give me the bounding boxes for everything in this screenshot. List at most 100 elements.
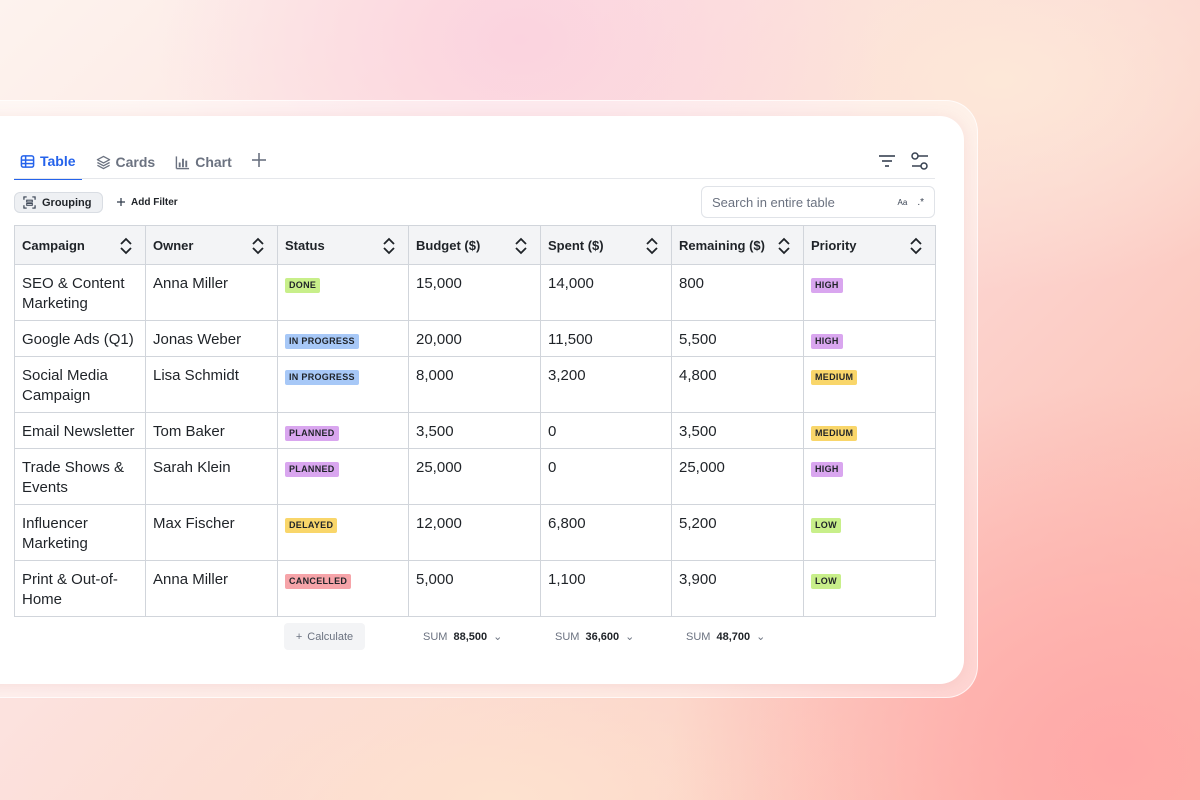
cell-priority[interactable]: MEDIUM — [803, 412, 936, 449]
cell-budget[interactable]: 15,000 — [408, 264, 541, 321]
match-case-toggle[interactable]: Aa — [897, 197, 908, 207]
cell-owner[interactable]: Anna Miller — [145, 264, 278, 321]
cell-owner[interactable]: Sarah Klein — [145, 448, 278, 505]
cell-status[interactable]: CANCELLED — [277, 560, 409, 617]
table-row[interactable]: Email Newsletter Tom Baker PLANNED 3,500 0 3,… — [14, 412, 936, 449]
tab-cards[interactable]: Cards — [90, 144, 162, 180]
bar-chart-icon — [175, 155, 190, 169]
column-header[interactable]: Remaining ($) — [671, 225, 804, 265]
cell-campaign[interactable]: SEO & Content Marketing — [14, 264, 146, 321]
cell-status[interactable]: IN PROGRESS — [277, 320, 409, 357]
cell-budget[interactable]: 5,000 — [408, 560, 541, 617]
budget-sum[interactable]: SUM 88,500 ⌄ — [423, 623, 502, 650]
cell-budget[interactable]: 20,000 — [408, 320, 541, 357]
cell-budget[interactable]: 3,500 — [408, 412, 541, 449]
column-header[interactable]: Campaign — [14, 225, 146, 265]
cell-owner[interactable]: Anna Miller — [145, 560, 278, 617]
cell-priority[interactable]: HIGH — [803, 320, 936, 357]
sum-label: SUM — [555, 630, 580, 643]
column-header-label: Owner — [153, 237, 194, 253]
sort-icon[interactable] — [909, 237, 923, 258]
search-input[interactable] — [712, 194, 898, 210]
cell-spent[interactable]: 1,100 — [540, 560, 672, 617]
table-header-row: Campaign Owner Status Budget ($) Spent ($) Re… — [14, 225, 936, 265]
table-row[interactable]: Google Ads (Q1) Jonas Weber IN PROGRESS 20,… — [14, 320, 936, 357]
cell-status[interactable]: IN PROGRESS — [277, 356, 409, 413]
budget-text: 25,000 — [416, 459, 462, 476]
filter-lines-icon[interactable] — [876, 150, 898, 172]
regex-toggle[interactable]: .* — [917, 196, 924, 208]
remaining-sum[interactable]: SUM 48,700 ⌄ — [686, 623, 765, 650]
plus-icon — [251, 153, 266, 167]
cell-spent[interactable]: 6,800 — [540, 504, 672, 561]
cell-priority[interactable]: HIGH — [803, 448, 936, 505]
column-header[interactable]: Owner — [145, 225, 278, 265]
add-view-button[interactable] — [246, 151, 272, 173]
cell-campaign[interactable]: Social Media Campaign — [14, 356, 146, 413]
cell-spent[interactable]: 11,500 — [540, 320, 672, 357]
cell-owner[interactable]: Max Fischer — [145, 504, 278, 561]
cell-owner[interactable]: Jonas Weber — [145, 320, 278, 357]
cell-remaining[interactable]: 800 — [671, 264, 804, 321]
cell-campaign[interactable]: Print & Out-of-Home — [14, 560, 146, 617]
settings-sliders-icon[interactable] — [909, 150, 931, 172]
table-row[interactable]: Trade Shows & Events Sarah Klein PLANNED 25… — [14, 448, 936, 505]
add-filter-button[interactable]: Add Filter — [116, 193, 178, 211]
cell-spent[interactable]: 3,200 — [540, 356, 672, 413]
calculate-button[interactable]: + Calculate — [284, 623, 365, 650]
sort-icon[interactable] — [645, 237, 659, 258]
sum-label: SUM — [686, 630, 711, 643]
cell-owner[interactable]: Lisa Schmidt — [145, 356, 278, 413]
column-header[interactable]: Status — [277, 225, 409, 265]
cell-priority[interactable]: HIGH — [803, 264, 936, 321]
sort-icon[interactable] — [514, 237, 528, 258]
cell-spent[interactable]: 14,000 — [540, 264, 672, 321]
cell-remaining[interactable]: 3,500 — [671, 412, 804, 449]
cell-remaining[interactable]: 4,800 — [671, 356, 804, 413]
column-header[interactable]: Priority — [803, 225, 936, 265]
cell-status[interactable]: DELAYED — [277, 504, 409, 561]
cell-priority[interactable]: MEDIUM — [803, 356, 936, 413]
tab-table[interactable]: Table — [14, 144, 82, 180]
cell-status[interactable]: DONE — [277, 264, 409, 321]
priority-badge: HIGH — [811, 462, 843, 477]
cell-status[interactable]: PLANNED — [277, 448, 409, 505]
sort-icon[interactable] — [777, 237, 791, 258]
cell-campaign[interactable]: Trade Shows & Events — [14, 448, 146, 505]
table-row[interactable]: Social Media Campaign Lisa Schmidt IN PROG… — [14, 356, 936, 413]
column-header[interactable]: Spent ($) — [540, 225, 672, 265]
table-row[interactable]: Print & Out-of-Home Anna Miller CANCELLED 5… — [14, 560, 936, 617]
chevron-down-icon: ⌄ — [756, 631, 766, 643]
calculate-label: Calculate — [307, 630, 354, 643]
grouping-button[interactable]: Grouping — [14, 192, 103, 213]
cell-budget[interactable]: 12,000 — [408, 504, 541, 561]
tab-chart[interactable]: Chart — [169, 144, 238, 180]
cell-campaign[interactable]: Influencer Marketing — [14, 504, 146, 561]
cell-status[interactable]: PLANNED — [277, 412, 409, 449]
priority-badge: MEDIUM — [811, 370, 858, 385]
cell-owner[interactable]: Tom Baker — [145, 412, 278, 449]
cell-priority[interactable]: LOW — [803, 560, 936, 617]
cell-campaign[interactable]: Email Newsletter — [14, 412, 146, 449]
sort-icon[interactable] — [382, 237, 396, 258]
column-header-label: Remaining ($) — [679, 237, 765, 253]
table-row[interactable]: SEO & Content Marketing Anna Miller DONE 15… — [14, 264, 936, 321]
column-header-label: Priority — [811, 237, 857, 253]
cell-remaining[interactable]: 5,500 — [671, 320, 804, 357]
cell-budget[interactable]: 25,000 — [408, 448, 541, 505]
cell-remaining[interactable]: 5,200 — [671, 504, 804, 561]
cell-spent[interactable]: 0 — [540, 448, 672, 505]
spent-sum[interactable]: SUM 36,600 ⌄ — [555, 623, 634, 650]
cell-spent[interactable]: 0 — [540, 412, 672, 449]
status-badge: CANCELLED — [285, 574, 352, 589]
column-header[interactable]: Budget ($) — [408, 225, 541, 265]
table-row[interactable]: Influencer Marketing Max Fischer DELAYED 12… — [14, 504, 936, 561]
cell-remaining[interactable]: 3,900 — [671, 560, 804, 617]
sort-icon[interactable] — [119, 237, 133, 258]
cell-remaining[interactable]: 25,000 — [671, 448, 804, 505]
cell-budget[interactable]: 8,000 — [408, 356, 541, 413]
cell-priority[interactable]: LOW — [803, 504, 936, 561]
cell-campaign[interactable]: Google Ads (Q1) — [14, 320, 146, 357]
remaining-text: 800 — [679, 275, 705, 292]
sort-icon[interactable] — [251, 237, 265, 258]
